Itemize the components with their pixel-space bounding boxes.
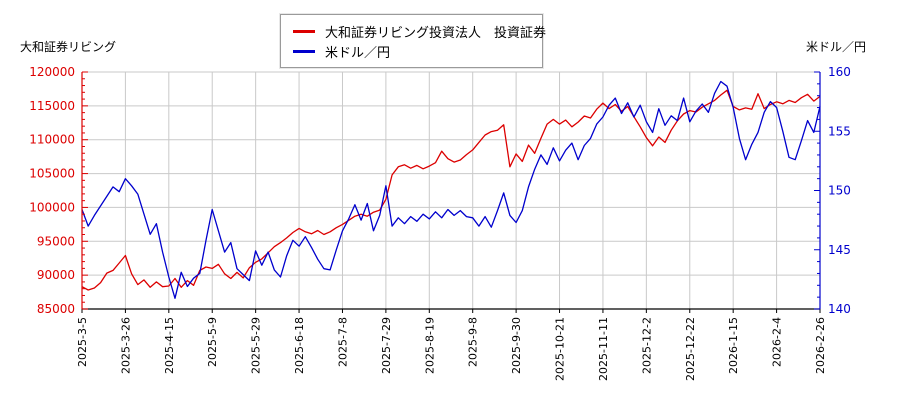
right-axis-title: 米ドル／円 bbox=[805, 40, 866, 54]
right-tick-label: 150 bbox=[828, 184, 851, 198]
legend-label-reit: 大和証券リビング投資法人 投資証券 bbox=[325, 25, 547, 41]
x-tick-label: 2025-9-8 bbox=[467, 317, 480, 367]
x-tick-label: 2025-4-15 bbox=[163, 317, 176, 374]
x-tick-label: 2026-2-4 bbox=[771, 317, 784, 367]
x-tick-label: 2025-8-19 bbox=[423, 317, 436, 374]
x-tick-label: 2025-9-30 bbox=[510, 317, 523, 374]
x-tick-label: 2025-5-29 bbox=[250, 317, 263, 374]
legend-item-usdjpy: 米ドル／円 bbox=[293, 41, 530, 61]
x-tick-label: 2025-3-26 bbox=[119, 317, 132, 374]
series-line-reit bbox=[81, 89, 821, 291]
left-tick-label: 90000 bbox=[37, 268, 75, 282]
x-tick-label: 2025-5-9 bbox=[206, 317, 219, 367]
legend-line-red-icon bbox=[293, 29, 315, 33]
x-tick-label: 2026-2-26 bbox=[814, 317, 827, 374]
left-axis-title: 大和証券リビング bbox=[20, 40, 117, 54]
left-tick-label: 110000 bbox=[29, 133, 75, 147]
x-tick-label: 2026-1-15 bbox=[727, 317, 740, 374]
x-tick-label: 2025-12-2 bbox=[640, 317, 653, 374]
x-tick-label: 2025-3-5 bbox=[76, 317, 89, 367]
x-tick-label: 2025-11-11 bbox=[597, 317, 610, 381]
x-tick-label: 2025-10-21 bbox=[554, 317, 567, 381]
legend-label-usdjpy: 米ドル／円 bbox=[325, 45, 391, 61]
legend-item-reit: 大和証券リビング投資法人 投資証券 bbox=[293, 21, 546, 41]
right-tick-label: 140 bbox=[828, 302, 851, 316]
left-tick-label: 100000 bbox=[29, 200, 75, 214]
left-tick-label: 105000 bbox=[29, 167, 75, 181]
right-tick-label: 145 bbox=[828, 243, 851, 257]
left-tick-label: 120000 bbox=[29, 65, 75, 79]
x-tick-label: 2025-7-29 bbox=[380, 317, 393, 374]
series-line-usdjpy bbox=[81, 80, 821, 299]
left-tick-label: 95000 bbox=[37, 234, 75, 248]
right-tick-label: 160 bbox=[828, 65, 851, 79]
x-tick-label: 2025-7-8 bbox=[336, 317, 349, 367]
legend: 大和証券リビング投資法人 投資証券 米ドル／円 bbox=[280, 14, 546, 68]
x-tick-label: 2025-6-18 bbox=[293, 317, 306, 374]
right-tick-label: 155 bbox=[828, 124, 851, 138]
left-tick-label: 85000 bbox=[37, 302, 75, 316]
x-tick-label: 2025-12-22 bbox=[684, 317, 697, 381]
legend-line-blue-icon bbox=[293, 49, 315, 53]
left-tick-label: 115000 bbox=[29, 99, 75, 113]
